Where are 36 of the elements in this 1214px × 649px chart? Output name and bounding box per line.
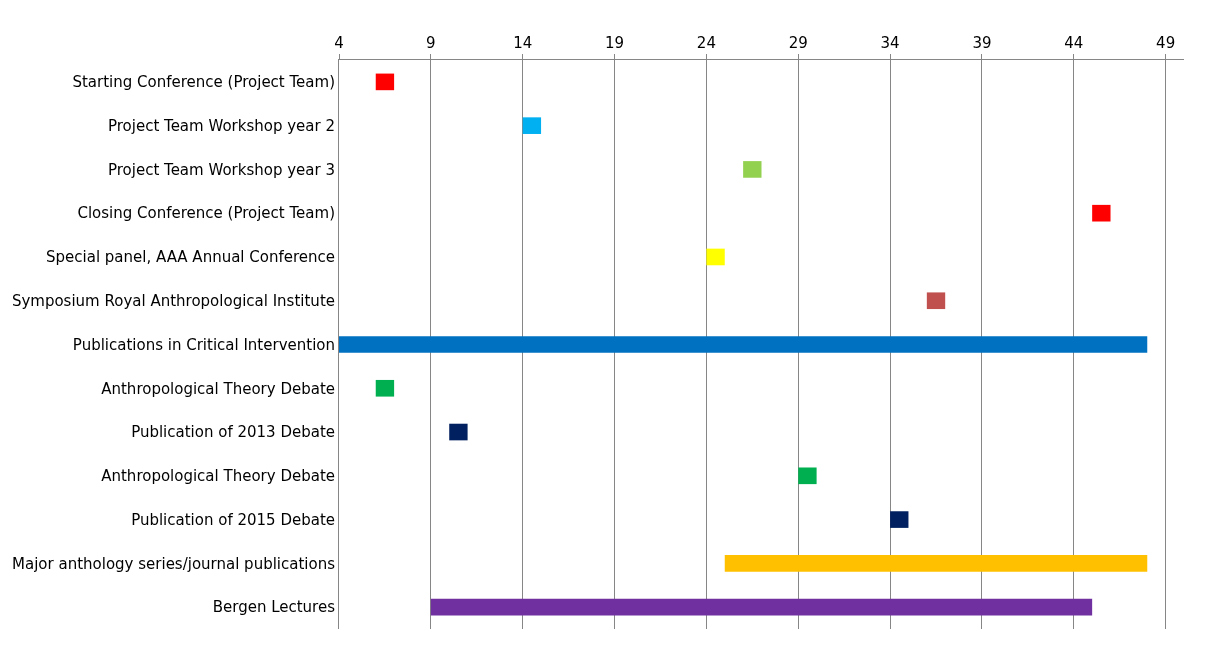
bar <box>743 161 762 178</box>
y-tick-label: Project Team Workshop year 3 <box>107 160 335 179</box>
y-tick-label: Publication of 2015 Debate <box>131 510 335 529</box>
x-tick-label: 34 <box>880 34 900 52</box>
y-tick-label: Symposium Royal Anthropological Institute <box>11 291 335 310</box>
x-tick-label: 14 <box>513 34 533 52</box>
bar <box>339 336 1148 353</box>
x-tick-label: 4 <box>334 34 344 52</box>
bar <box>706 248 725 266</box>
bar <box>375 379 395 397</box>
y-tick-label: Closing Conference (Project Team) <box>77 204 335 223</box>
x-tick-label: 49 <box>1156 34 1176 52</box>
bar <box>926 292 946 310</box>
y-tick-label: Anthropological Theory Debate <box>101 379 335 398</box>
y-tick-label: Publication of 2013 Debate <box>131 423 335 442</box>
bar <box>522 117 542 134</box>
bar <box>798 467 817 485</box>
y-tick-label: Publications in Critical Intervention <box>72 335 335 354</box>
bar <box>724 555 1148 572</box>
x-tick-label: 9 <box>426 34 436 52</box>
bar <box>375 73 395 91</box>
bar <box>449 423 468 441</box>
x-tick-label: 24 <box>696 34 716 52</box>
bar <box>1092 204 1111 222</box>
x-tick-label: 39 <box>972 34 992 52</box>
y-tick-label: Special panel, AAA Annual Conference <box>46 248 335 267</box>
y-tick-label: Major anthology series/journal publications <box>12 554 336 573</box>
bar <box>430 598 1093 616</box>
x-tick-label: 19 <box>604 34 625 52</box>
y-tick-label: Starting Conference (Project Team) <box>72 73 335 92</box>
y-tick-label: Project Team Workshop year 2 <box>107 116 335 135</box>
y-tick-label: Bergen Lectures <box>212 598 336 617</box>
y-tick-label: Anthropological Theory Debate <box>101 467 335 486</box>
x-tick-label: 29 <box>788 34 808 52</box>
x-tick-label: 44 <box>1064 34 1084 52</box>
bar <box>890 511 909 528</box>
